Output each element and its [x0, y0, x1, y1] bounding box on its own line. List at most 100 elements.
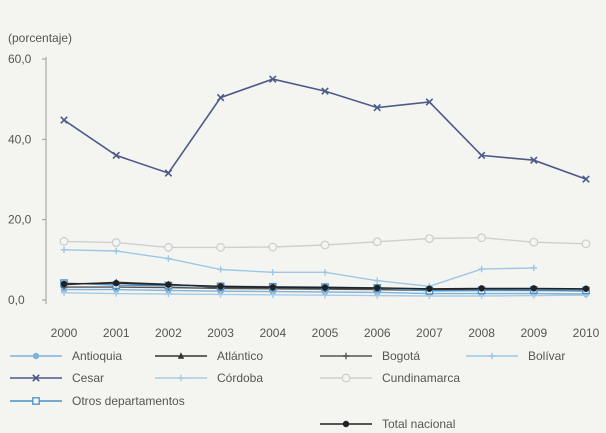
- legend-label: Bolívar: [528, 349, 565, 363]
- x-tick-label: 2004: [259, 326, 286, 340]
- legend-swatch-marker: [488, 352, 496, 360]
- y-tick-label: 0,0: [8, 293, 25, 307]
- data-point: [374, 284, 381, 292]
- data-point: [163, 242, 173, 252]
- data-point: [217, 283, 224, 290]
- x-tick-label: 2010: [573, 326, 600, 340]
- data-point: [321, 269, 329, 276]
- legend-swatch-marker: [32, 397, 40, 405]
- x-tick-label: 2007: [416, 326, 443, 340]
- legend-item: Cesar: [10, 371, 104, 385]
- legend-item: Bogotá: [320, 349, 420, 363]
- data-point: [217, 266, 224, 273]
- legend-swatch-marker: [177, 374, 185, 382]
- series-cesar: [60, 75, 590, 183]
- data-point: [216, 242, 226, 252]
- y-tick-label: 60,0: [8, 52, 32, 66]
- data-point: [478, 285, 485, 292]
- legend-item: Bolívar: [466, 349, 565, 363]
- data-point: [530, 285, 537, 292]
- legend-swatch-marker: [32, 374, 40, 382]
- legend-swatch-marker: [177, 352, 185, 359]
- series-bolivar: [60, 246, 537, 290]
- series-lines: [59, 75, 591, 300]
- data-point: [321, 291, 329, 299]
- data-point: [165, 255, 172, 262]
- legend-item: Total nacional: [320, 417, 455, 431]
- legend-label: Cesar: [72, 371, 104, 385]
- unit-label: (porcentaje): [8, 31, 72, 45]
- data-point: [530, 156, 538, 164]
- data-point: [217, 291, 224, 298]
- x-tick-label: 2001: [103, 326, 130, 340]
- data-point: [582, 285, 590, 292]
- x-tick-label: 2002: [155, 326, 182, 340]
- x-tick-label: 2000: [51, 326, 78, 340]
- x-tick-label: 2006: [364, 326, 391, 340]
- data-point: [321, 87, 329, 95]
- data-point: [60, 280, 68, 288]
- data-point: [269, 269, 276, 276]
- series-line: [63, 249, 534, 288]
- legend-swatch-marker: [341, 373, 351, 383]
- legend-label: Antioquia: [72, 349, 122, 363]
- data-point: [165, 281, 172, 288]
- legend-swatch-marker: [32, 352, 40, 360]
- series-cundinamarca: [59, 233, 591, 252]
- data-point: [321, 284, 329, 291]
- legend-item: Antioquia: [10, 349, 122, 363]
- x-tick-label: 2003: [207, 326, 234, 340]
- x-tick-label: 2005: [312, 326, 339, 340]
- y-tick-label: 40,0: [8, 132, 32, 146]
- legend-label: Total nacional: [382, 417, 455, 431]
- data-point: [113, 290, 120, 297]
- data-point: [478, 265, 485, 273]
- data-point: [477, 233, 487, 243]
- data-point: [113, 279, 120, 287]
- data-point: [426, 285, 433, 292]
- series-line: [63, 78, 587, 180]
- data-point: [165, 290, 172, 298]
- legend-item: Otros departamentos: [10, 394, 185, 408]
- data-point: [582, 175, 590, 183]
- data-point: [529, 237, 539, 247]
- data-point: [164, 169, 173, 177]
- data-point: [425, 98, 434, 106]
- legend-label: Córdoba: [217, 371, 263, 385]
- data-point: [269, 75, 277, 83]
- data-point: [113, 247, 120, 255]
- data-point: [477, 151, 486, 160]
- data-point: [59, 236, 69, 246]
- y-tick-labels: 0,0 20,0 40,0 60,0: [8, 52, 32, 307]
- data-point: [112, 151, 120, 160]
- x-tick-label: 2009: [520, 326, 547, 340]
- legend-swatch-marker: [342, 352, 350, 360]
- data-point: [373, 103, 381, 112]
- data-point: [111, 238, 121, 248]
- legend-swatch-marker: [342, 420, 350, 428]
- data-point: [320, 240, 330, 250]
- series-total-nacional: [60, 279, 590, 292]
- legend-item: Córdoba: [155, 371, 263, 385]
- data-point: [374, 277, 381, 284]
- x-tick-label: 2008: [468, 326, 495, 340]
- legend-label: Bogotá: [382, 349, 420, 363]
- data-point: [60, 289, 68, 296]
- data-point: [268, 242, 278, 252]
- legend-label: Atlántico: [217, 349, 263, 363]
- y-tick-label: 20,0: [8, 213, 32, 227]
- data-point: [530, 264, 537, 272]
- x-tick-labels: 2000 2001 2002 2003 2004 2005 2006 2007 2008 2009…: [51, 326, 600, 340]
- legend-label: Otros departamentos: [72, 394, 185, 408]
- data-point: [581, 239, 591, 249]
- axes: [42, 57, 47, 304]
- legend: Antioquia Atlántico Bogotá Bolívar Cesar Córd…: [10, 349, 565, 431]
- legend-item: Atlántico: [155, 349, 263, 363]
- data-point: [374, 292, 381, 299]
- data-point: [269, 283, 276, 291]
- legend-item: Cundinamarca: [320, 371, 460, 385]
- data-point: [269, 291, 276, 298]
- legend-label: Cundinamarca: [382, 371, 460, 385]
- data-point: [424, 234, 434, 243]
